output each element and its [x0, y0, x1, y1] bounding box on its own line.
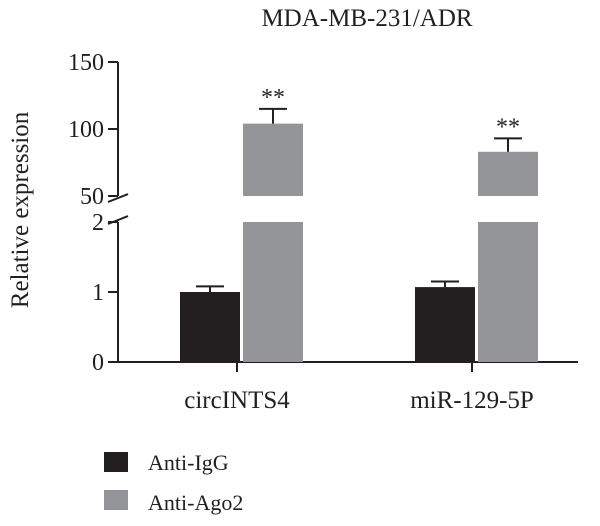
legend-swatch-anti-ago2: [104, 490, 128, 510]
bars: ** **: [180, 85, 538, 362]
y-tick-label: 50: [80, 184, 104, 210]
y-axis-label: Relative expression: [7, 111, 34, 308]
x-tick-label: circINTS4: [184, 387, 290, 414]
axis-break-mark: [107, 193, 129, 203]
significance-label: **: [261, 85, 285, 111]
significance-label: **: [496, 114, 520, 140]
y-tick-label: 1: [92, 280, 104, 306]
x-axis-labels: circINTS4 miR-129-5P: [184, 362, 534, 414]
legend: Anti-IgG Anti-Ago2: [104, 450, 243, 515]
legend-label-anti-igg: Anti-IgG: [148, 450, 229, 475]
legend-label-anti-ago2: Anti-Ago2: [148, 490, 243, 515]
bar-anti-ago2: [478, 222, 538, 362]
bar-anti-igg: [180, 292, 240, 362]
y-tick-label: 100: [68, 117, 104, 143]
bar-anti-ago2: [243, 222, 303, 362]
legend-swatch-anti-igg: [104, 452, 128, 472]
x-tick-label: miR-129-5P: [410, 387, 534, 414]
chart-title: MDA-MB-231/ADR: [261, 5, 472, 32]
bar-anti-igg: [415, 287, 475, 362]
y-tick-label: 150: [68, 50, 104, 76]
bar-anti-ago2-upper: [243, 123, 303, 196]
y-tick-label: 2: [92, 210, 104, 236]
y-tick-label: 0: [92, 350, 104, 376]
bar-anti-ago2-upper: [478, 151, 538, 196]
